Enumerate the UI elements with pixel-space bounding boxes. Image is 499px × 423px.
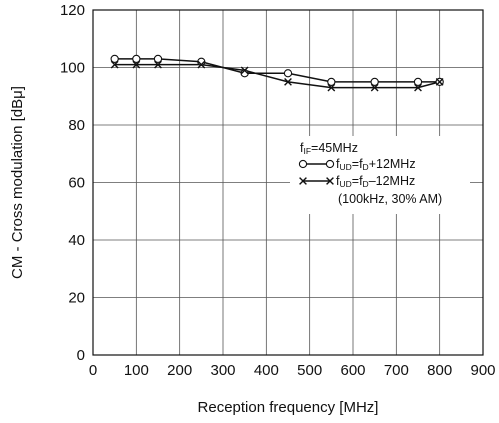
tick-labels: 0 100 200 300 400 500 600 700 800 900 0 20 40 60 80 100…	[60, 2, 496, 379]
x-marker-stroke	[154, 60, 162, 69]
x-tick-label: 700	[384, 362, 409, 379]
legend-entry-fud-plus	[298, 159, 335, 169]
point-circle-marker	[327, 77, 336, 87]
series-line-1	[114, 63, 440, 89]
point-circle-marker	[298, 159, 308, 169]
legend-annotation: (100kHz, 30% AM)	[338, 192, 442, 206]
point-x-marker	[414, 83, 422, 92]
x-tick-label: 600	[340, 362, 365, 379]
x-tick-label: 900	[470, 362, 495, 379]
point-circle-marker	[132, 54, 141, 64]
point-x-marker	[284, 77, 292, 86]
x-marker-stroke	[414, 83, 422, 92]
point-circle-marker	[370, 77, 379, 87]
legend-entry-fud-minus	[299, 177, 334, 185]
y-axis-title: CM - Cross modulation [dBμ]	[9, 86, 26, 279]
x-marker-stroke	[326, 177, 334, 185]
point-x-marker	[154, 60, 162, 69]
point-circle-marker	[413, 77, 423, 87]
legend-background	[290, 136, 470, 214]
point-x-marker	[132, 60, 141, 69]
x-marker-stroke	[435, 77, 444, 86]
x-marker-stroke	[370, 83, 379, 92]
x-tick-label: 400	[254, 362, 279, 379]
x-tick-label: 0	[89, 362, 97, 379]
y-tick-label: 100	[60, 60, 85, 77]
point-x-marker	[240, 66, 249, 75]
y-tick-label: 120	[60, 2, 85, 19]
point-x-marker	[326, 177, 334, 185]
legend-label-fud-minus: fUD=fD–12MHz	[336, 174, 415, 189]
x-tick-label: 800	[427, 362, 452, 379]
x-axis-title: Reception frequency [MHz]	[198, 399, 379, 416]
legend-label-fud-plus: fUD=fD+12MHz	[336, 157, 416, 172]
series-line-0	[114, 58, 440, 83]
x-marker-stroke	[132, 60, 141, 69]
x-marker-stroke	[197, 60, 206, 69]
x-tick-label: 500	[297, 362, 322, 379]
x-tick-label: 100	[124, 362, 149, 379]
y-tick-label: 60	[68, 175, 85, 192]
point-x-marker	[110, 60, 119, 69]
point-circle-marker	[153, 54, 163, 64]
point-x-marker	[197, 60, 206, 69]
x-marker-stroke	[240, 66, 249, 75]
legend-header: fIF=45MHz	[300, 141, 358, 156]
x-marker-stroke	[299, 177, 307, 185]
point-circle-marker	[325, 159, 335, 169]
y-tick-label: 40	[68, 232, 85, 249]
point-x-marker	[370, 83, 379, 92]
point-x-marker	[299, 177, 307, 185]
point-circle-marker	[110, 54, 119, 64]
x-tick-label: 300	[210, 362, 235, 379]
point-circle-marker	[283, 69, 293, 78]
x-tick-label: 200	[167, 362, 192, 379]
x-marker-stroke	[284, 77, 292, 86]
y-tick-label: 0	[77, 347, 85, 364]
plot-frame	[92, 9, 484, 356]
series	[110, 54, 444, 92]
y-tick-label: 80	[68, 117, 85, 134]
point-x-marker	[435, 77, 444, 86]
x-marker-stroke	[110, 60, 119, 69]
legend: fIF=45MHz fUD=fD+12MHz fUD=fD–12MHz (100…	[290, 136, 470, 214]
x-marker-stroke	[327, 83, 336, 92]
point-x-marker	[327, 83, 336, 92]
y-tick-label: 20	[68, 290, 85, 307]
